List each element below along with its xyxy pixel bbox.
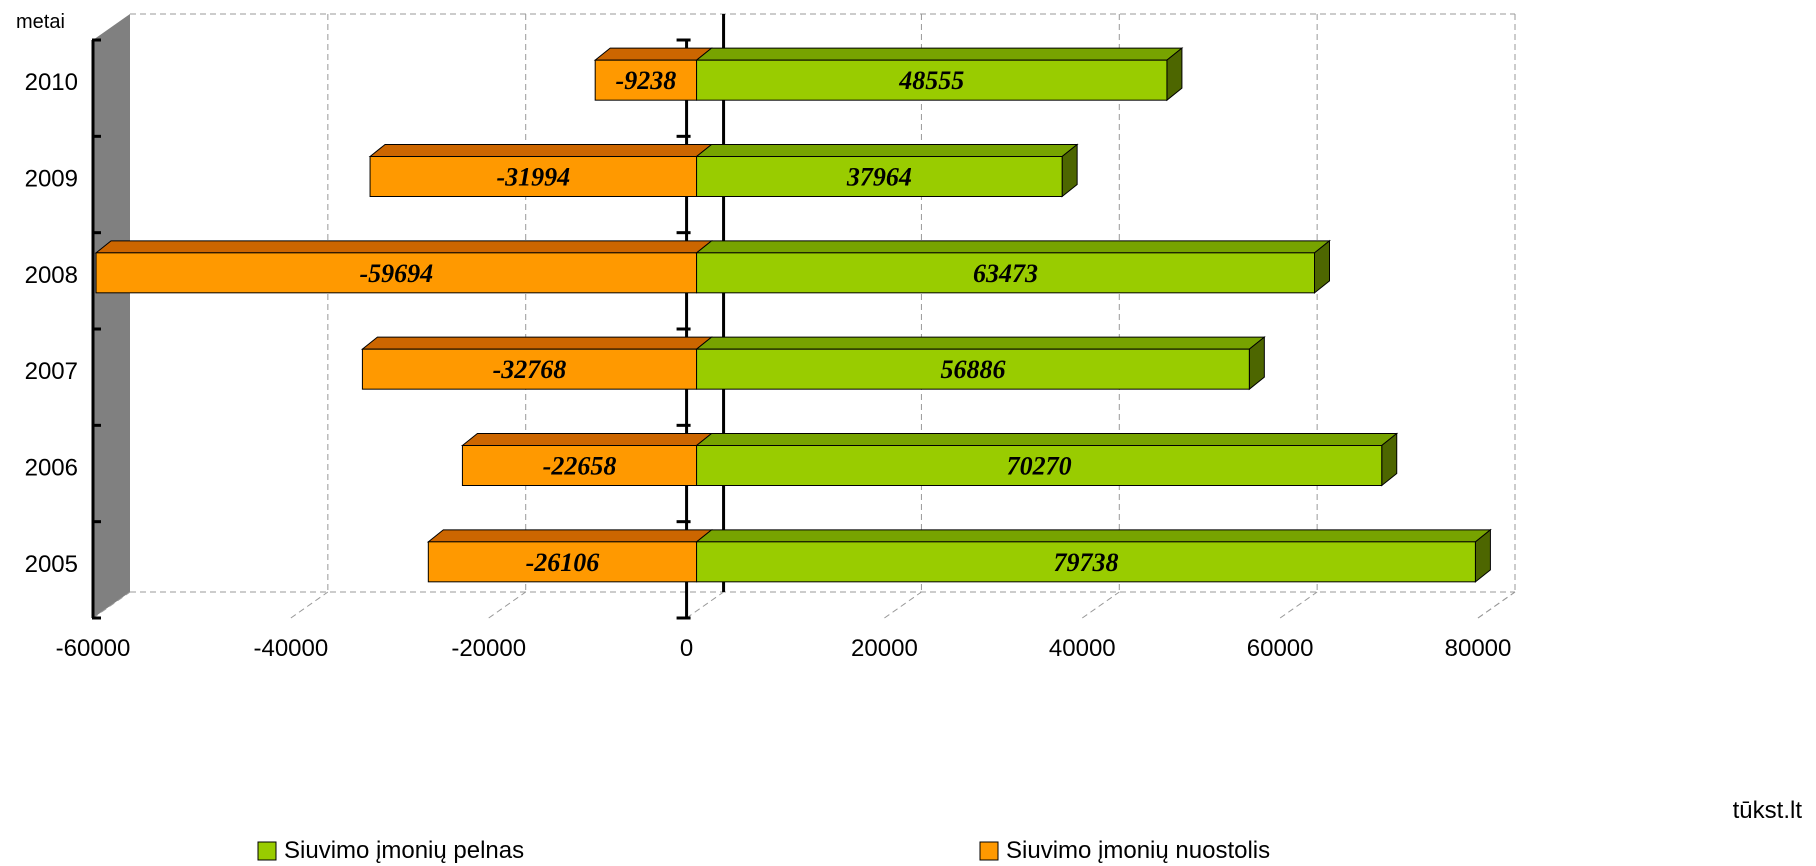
bar-loss-top xyxy=(368,144,713,157)
legend-label-loss: Siuvimo įmonių nuostolis xyxy=(1006,837,1270,864)
floor-gridline xyxy=(884,591,922,619)
bar-profit xyxy=(696,445,1383,486)
data-label-profit: 63473 xyxy=(973,259,1038,288)
bar-loss xyxy=(361,348,698,390)
floor-gridline xyxy=(290,591,329,619)
gridlines xyxy=(92,13,1516,619)
legend-label-profit: Siuvimo įmonių pelnas xyxy=(284,837,524,864)
side-wall xyxy=(93,14,130,618)
x-axis-title: tūkst.lt xyxy=(1733,797,1803,824)
data-label-profit: 48555 xyxy=(898,66,964,95)
x-tick-label: -20000 xyxy=(451,635,526,662)
y-tick-label: 2005 xyxy=(25,551,78,578)
floor-gridline xyxy=(1081,591,1120,619)
bar-loss xyxy=(427,541,698,583)
data-label-loss: -32768 xyxy=(493,355,567,384)
bar-profit xyxy=(696,252,1316,294)
bar-loss-top xyxy=(460,433,713,446)
back-wall xyxy=(93,14,130,618)
bar-profit xyxy=(696,156,1063,197)
bar-profit-top xyxy=(695,336,1266,350)
bar-profit-top xyxy=(695,47,1184,61)
x-tick-label: 0 xyxy=(680,635,693,662)
x-tick-label: 60000 xyxy=(1247,635,1314,662)
floor-gridline xyxy=(92,591,131,619)
floor-gridline xyxy=(488,591,527,619)
data-label-profit: 70270 xyxy=(1007,452,1072,481)
y-axis-title: metai xyxy=(16,11,65,33)
x-tick-label: 80000 xyxy=(1445,635,1512,662)
bar-loss xyxy=(594,59,698,101)
bar-profit xyxy=(696,59,1168,101)
y-tick-label: 2006 xyxy=(25,455,78,482)
bar-profit-top xyxy=(695,240,1331,254)
y-tick-label: 2007 xyxy=(25,358,78,385)
data-label-loss: -22658 xyxy=(543,452,617,481)
bar-profit xyxy=(696,541,1476,583)
bar-loss xyxy=(95,252,698,294)
legend-swatch-profit xyxy=(257,841,277,861)
y-tick-label: 2009 xyxy=(25,166,78,193)
bar-loss-top xyxy=(426,529,713,543)
data-label-profit: 56886 xyxy=(940,355,1005,384)
data-label-loss: -31994 xyxy=(496,163,570,192)
bar-profit-top xyxy=(695,529,1492,543)
legend: Siuvimo įmonių pelnas Siuvimo įmonių nuo… xyxy=(257,837,1270,864)
y-tick-label: 2010 xyxy=(25,69,78,96)
floor-gridline xyxy=(1279,591,1318,619)
floor-gridline xyxy=(686,591,724,619)
bars xyxy=(94,47,1492,583)
bar-loss-top xyxy=(94,240,713,254)
bar-profit xyxy=(696,348,1250,390)
bar-loss xyxy=(461,445,698,486)
bar-loss xyxy=(369,156,698,197)
data-label-profit: 79738 xyxy=(1053,548,1118,577)
x-tick-label: 20000 xyxy=(851,635,918,662)
data-label-loss: -9238 xyxy=(616,66,677,95)
x-tick-label: 40000 xyxy=(1049,635,1116,662)
data-label-loss: -59694 xyxy=(359,259,433,288)
bar-loss-top xyxy=(360,336,713,350)
data-label-profit: 37964 xyxy=(846,163,912,192)
legend-swatch-loss xyxy=(979,841,999,861)
data-label-loss: -26106 xyxy=(526,548,600,577)
bar-profit-top xyxy=(695,433,1399,446)
bar-loss-top xyxy=(593,47,713,61)
floor-gridline xyxy=(1477,591,1516,619)
tick-labels: -60000 -40000 -20000 0 20000 40000 60000 80000 2… xyxy=(25,69,1512,662)
y-tick-label: 2008 xyxy=(25,262,78,289)
bar-profit-top xyxy=(695,144,1079,157)
axes xyxy=(91,14,726,620)
bar-labels: -26106 79738 -22658 70270 -32768 56886 -59694 6… xyxy=(359,66,1118,577)
x-tick-label: -60000 xyxy=(56,635,131,662)
x-tick-label: -40000 xyxy=(253,635,328,662)
